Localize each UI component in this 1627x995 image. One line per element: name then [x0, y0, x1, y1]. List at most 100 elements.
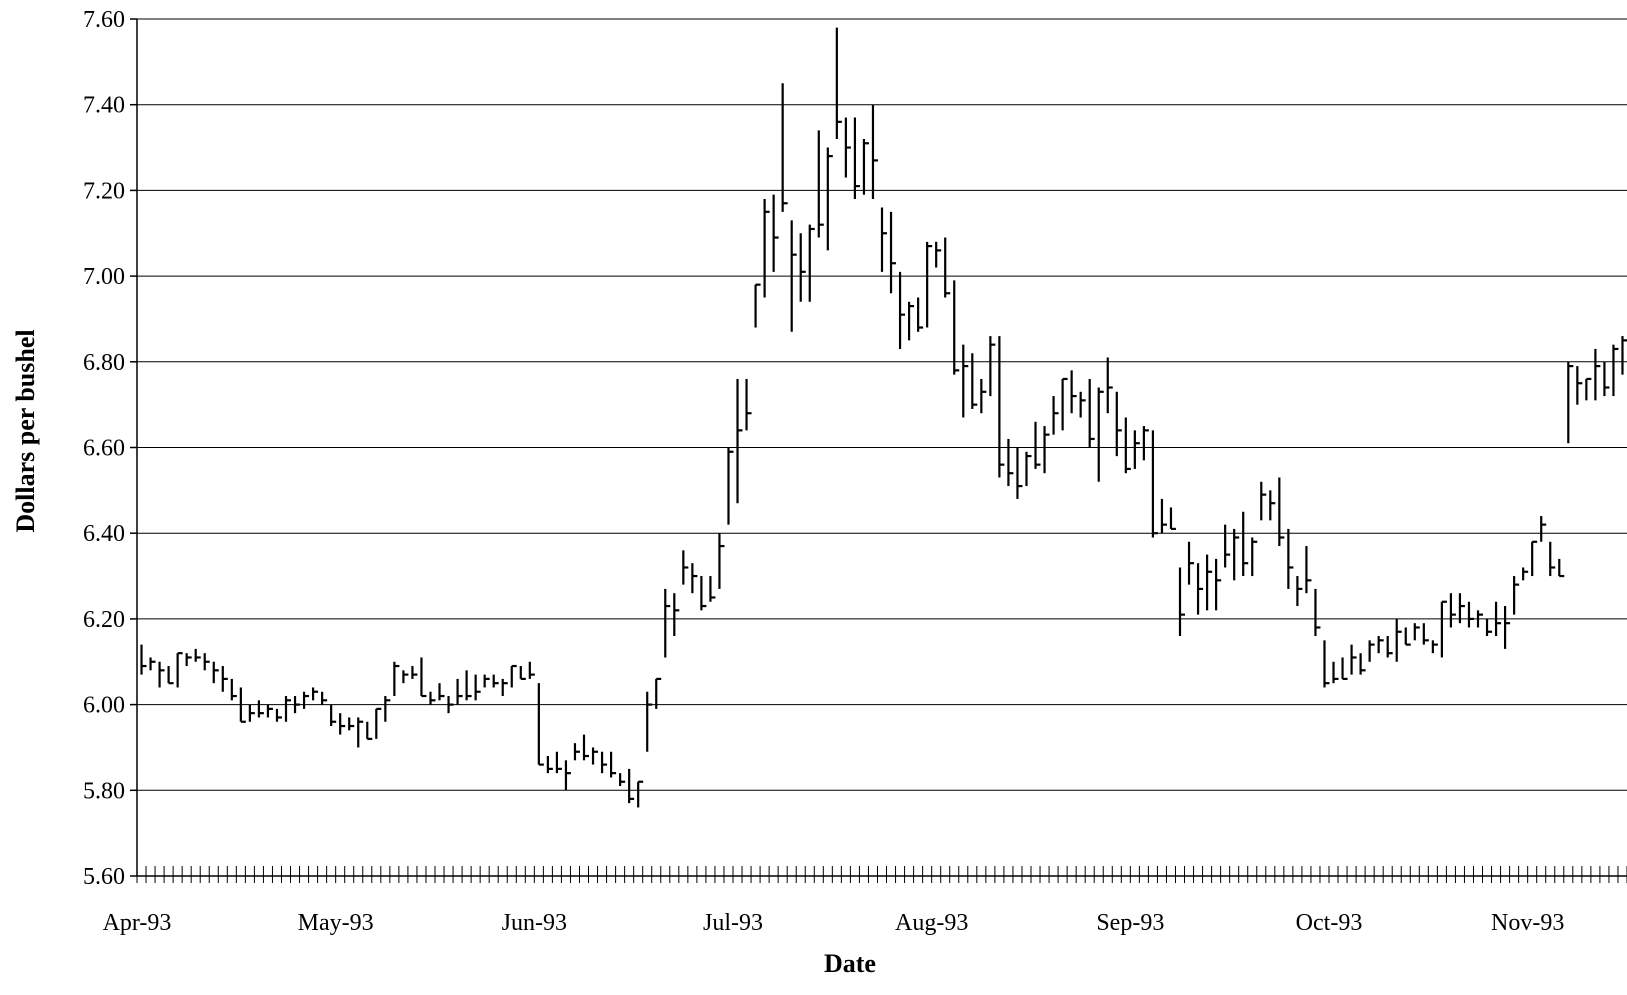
price-bar: [411, 666, 418, 679]
price-bar: [1296, 576, 1303, 607]
price-bar: [646, 691, 653, 752]
price-bar: [357, 717, 364, 748]
price-bar: [1494, 601, 1502, 637]
y-tick-label: 7.60: [83, 7, 125, 33]
price-bar: [808, 224, 815, 302]
price-bar: [1215, 558, 1222, 611]
price-bar: [691, 563, 698, 594]
y-tick-label: 6.40: [83, 521, 125, 547]
price-bar: [212, 661, 219, 684]
price-bar: [194, 648, 201, 662]
y-tick-label: 7.40: [83, 93, 125, 119]
price-bar: [1052, 396, 1059, 435]
price-bar: [1097, 387, 1104, 482]
price-bar: [763, 198, 770, 298]
price-bar: [456, 678, 463, 705]
price-bar: [609, 751, 617, 778]
price-bar: [1061, 377, 1068, 431]
price-bar: [501, 678, 508, 697]
x-tick-label: Jun-93: [502, 910, 567, 936]
price-bar: [1485, 618, 1493, 637]
price-bar: [826, 147, 833, 251]
price-bar: [1503, 606, 1511, 649]
price-bar: [1187, 541, 1195, 585]
x-tick-label: Apr-93: [103, 910, 172, 936]
price-bar: [655, 677, 662, 709]
price-bar: [962, 344, 969, 418]
price-bar: [600, 751, 608, 774]
y-axis-title: Dollars per bushel: [11, 329, 40, 532]
price-bar: [492, 674, 499, 688]
price-bar: [555, 751, 562, 774]
price-bar: [266, 704, 273, 718]
price-bar: [528, 661, 535, 679]
price-bar: [483, 674, 490, 688]
price-bar: [1467, 601, 1474, 628]
price-bar: [330, 704, 337, 727]
x-tick-label: Sep-93: [1096, 910, 1164, 936]
price-bar: [158, 661, 165, 688]
price-bar: [953, 280, 960, 375]
price-bar: [1422, 623, 1429, 645]
price-bar: [1594, 348, 1601, 401]
x-tick-label: Jul-93: [703, 910, 763, 936]
price-bar: [1621, 336, 1627, 375]
price-bar: [1016, 447, 1023, 499]
price-bar: [1513, 576, 1520, 615]
price-bar: [1558, 558, 1565, 578]
price-bar: [230, 678, 237, 701]
price-bar: [853, 117, 860, 199]
y-tick-label: 6.00: [83, 693, 125, 719]
price-bar: [149, 657, 156, 671]
x-axis-ticks: Apr-93 May-93 Jun-93 Jul-93 Aug-93 Sep-93 Oct-…: [103, 866, 1627, 936]
price-bar: [1224, 524, 1231, 568]
price-bar: [1332, 661, 1339, 684]
price-bar: [1124, 417, 1131, 474]
x-tick-label: Aug-93: [895, 910, 968, 936]
price-bar: [1359, 653, 1366, 675]
price-bar: [1160, 498, 1167, 534]
price-bar: [203, 653, 210, 671]
price-bar: [1287, 528, 1294, 589]
price-bar: [248, 704, 255, 722]
price-bar: [1196, 563, 1204, 615]
price-bar: [239, 687, 246, 723]
price-bar: [537, 683, 544, 766]
price-bar: [619, 773, 626, 787]
price-bar: [140, 644, 147, 675]
price-bar: [1585, 377, 1592, 401]
price-bar: [1305, 546, 1312, 594]
price-bar: [1549, 541, 1556, 577]
price-bar: [1567, 361, 1574, 444]
y-tick-label: 6.20: [83, 607, 125, 633]
price-bar: [799, 233, 806, 302]
price-bar: [682, 550, 689, 585]
price-bar: [510, 664, 517, 688]
y-axis-ticks: 5.60 5.80 6.00 6.20 6.40 6.60 6.80 7.00 7.20 7.40…: [83, 7, 137, 890]
x-tick-label: Oct-93: [1296, 910, 1363, 936]
price-bar: [1151, 430, 1158, 538]
price-bar: [1368, 640, 1375, 662]
price-bar: [907, 301, 915, 341]
price-bar: [1106, 357, 1113, 414]
price-bar: [1395, 618, 1402, 662]
price-bar: [1431, 640, 1438, 654]
price-bar: [637, 780, 644, 808]
price-bar: [727, 447, 734, 525]
price-bar: [1251, 537, 1258, 577]
price-bar: [1440, 600, 1447, 658]
price-bar: [926, 241, 933, 328]
y-tick-label: 5.80: [83, 778, 125, 804]
price-bar: [880, 207, 887, 272]
x-tick-label: May-93: [298, 910, 374, 936]
price-bar: [447, 696, 454, 714]
y-tick-label: 7.20: [83, 178, 125, 204]
price-bar: [1079, 391, 1086, 418]
price-bar: [628, 768, 635, 804]
gridlines: [137, 18, 1627, 791]
price-bar: [664, 588, 671, 658]
price-bar: [1025, 451, 1032, 487]
price-bar: [844, 117, 851, 178]
x-tick-label: Nov-93: [1491, 910, 1564, 936]
price-bar: [429, 691, 436, 705]
